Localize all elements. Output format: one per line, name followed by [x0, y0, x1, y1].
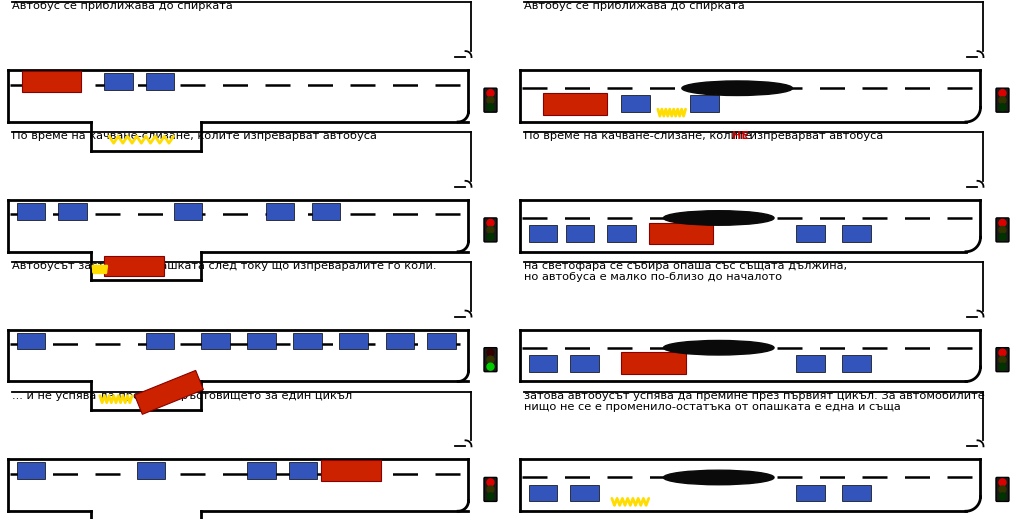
- Circle shape: [999, 349, 1006, 356]
- Bar: [690, 95, 719, 112]
- Bar: [146, 333, 174, 349]
- FancyBboxPatch shape: [484, 218, 497, 242]
- Circle shape: [487, 479, 494, 486]
- Ellipse shape: [664, 340, 774, 355]
- Bar: [570, 485, 599, 501]
- Circle shape: [487, 356, 494, 363]
- Text: изпреварват автобуса: изпреварват автобуса: [745, 131, 883, 141]
- Bar: [797, 485, 824, 501]
- FancyBboxPatch shape: [996, 348, 1009, 372]
- Bar: [146, 73, 174, 90]
- Circle shape: [487, 234, 494, 240]
- Bar: [427, 333, 456, 349]
- Ellipse shape: [664, 211, 774, 225]
- Bar: [649, 223, 713, 244]
- Bar: [570, 355, 599, 372]
- Text: на светофара се събира опаша със същата дължина,
но автобуса е малко по-близо до: на светофара се събира опаша със същата …: [523, 261, 847, 282]
- Bar: [16, 333, 45, 349]
- Bar: [294, 333, 322, 349]
- Bar: [104, 73, 133, 90]
- Bar: [842, 225, 870, 242]
- FancyBboxPatch shape: [996, 477, 1009, 501]
- Bar: [842, 355, 870, 372]
- Circle shape: [487, 349, 494, 356]
- Text: затова автобусът успява да премине през първият цикъл. За автомобилите
нищо не с: затова автобусът успява да премине през …: [523, 391, 984, 412]
- Circle shape: [999, 356, 1006, 363]
- Bar: [58, 203, 87, 220]
- Bar: [543, 95, 571, 112]
- Bar: [797, 225, 824, 242]
- Bar: [248, 333, 275, 349]
- Bar: [528, 225, 557, 242]
- Bar: [104, 255, 164, 276]
- Circle shape: [999, 104, 1006, 111]
- Circle shape: [999, 479, 1006, 486]
- Ellipse shape: [682, 81, 793, 95]
- Ellipse shape: [664, 470, 774, 485]
- Bar: [201, 333, 229, 349]
- Text: По време на качване-слизане, колите изпреварват автобуса: По време на качване-слизане, колите изпр…: [11, 131, 377, 141]
- FancyBboxPatch shape: [484, 88, 497, 112]
- FancyBboxPatch shape: [484, 348, 497, 372]
- Circle shape: [487, 104, 494, 111]
- Bar: [137, 462, 165, 479]
- Bar: [16, 462, 45, 479]
- Circle shape: [999, 234, 1006, 240]
- Circle shape: [487, 220, 494, 226]
- Bar: [322, 460, 381, 481]
- Circle shape: [487, 363, 494, 370]
- FancyBboxPatch shape: [484, 477, 497, 501]
- Bar: [797, 355, 824, 372]
- Circle shape: [999, 220, 1006, 226]
- Bar: [289, 462, 317, 479]
- Circle shape: [487, 90, 494, 97]
- Text: Автобусът застава на опашката след току що изпреваралите го коли.: Автобусът застава на опашката след току …: [11, 261, 436, 271]
- Bar: [385, 333, 414, 349]
- Text: Автобус се приближава до спирката: Автобус се приближава до спирката: [11, 2, 232, 11]
- Bar: [528, 355, 557, 372]
- Circle shape: [487, 493, 494, 500]
- FancyBboxPatch shape: [996, 218, 1009, 242]
- Bar: [543, 93, 607, 115]
- Bar: [174, 203, 202, 220]
- Bar: [22, 71, 82, 92]
- Circle shape: [999, 486, 1006, 493]
- Bar: [607, 225, 636, 242]
- Text: ... и не успява да премине кръстовището за един цикъл: ... и не успява да премине кръстовището …: [11, 391, 352, 401]
- Circle shape: [999, 226, 1006, 234]
- Bar: [134, 371, 204, 414]
- Circle shape: [487, 97, 494, 104]
- Bar: [842, 485, 870, 501]
- Text: По време на качване-слизане, колите: По време на качване-слизане, колите: [523, 131, 755, 141]
- Circle shape: [999, 363, 1006, 370]
- Circle shape: [487, 226, 494, 234]
- Bar: [312, 203, 340, 220]
- Bar: [340, 333, 368, 349]
- Circle shape: [487, 486, 494, 493]
- FancyBboxPatch shape: [996, 88, 1009, 112]
- Bar: [266, 203, 294, 220]
- Bar: [621, 352, 686, 374]
- Bar: [528, 485, 557, 501]
- Bar: [565, 225, 594, 242]
- Bar: [16, 203, 45, 220]
- Bar: [248, 462, 275, 479]
- Text: НЕ: НЕ: [732, 131, 750, 141]
- Circle shape: [999, 97, 1006, 104]
- Text: Автобус се приближава до спирката: Автобус се приближава до спирката: [523, 2, 744, 11]
- Circle shape: [999, 493, 1006, 500]
- Bar: [621, 95, 649, 112]
- Circle shape: [999, 90, 1006, 97]
